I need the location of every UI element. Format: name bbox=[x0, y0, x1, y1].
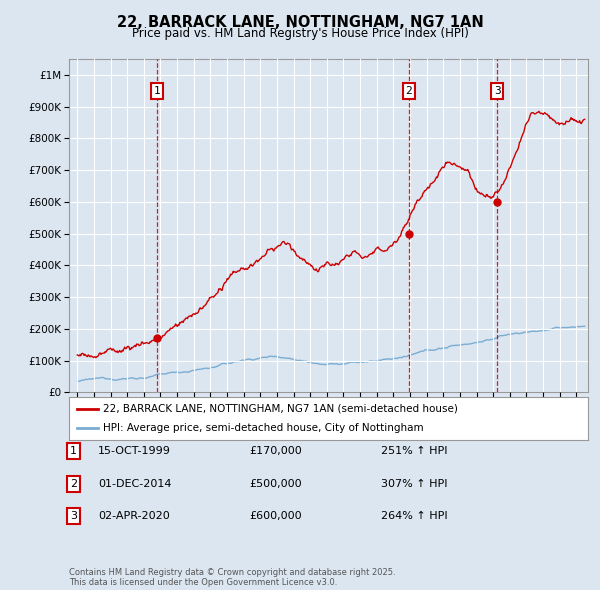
Text: 2: 2 bbox=[70, 479, 77, 489]
Text: £600,000: £600,000 bbox=[249, 512, 302, 521]
Text: 22, BARRACK LANE, NOTTINGHAM, NG7 1AN (semi-detached house): 22, BARRACK LANE, NOTTINGHAM, NG7 1AN (s… bbox=[103, 404, 458, 414]
Text: 2: 2 bbox=[406, 86, 412, 96]
Text: Contains HM Land Registry data © Crown copyright and database right 2025.
This d: Contains HM Land Registry data © Crown c… bbox=[69, 568, 395, 587]
Text: 3: 3 bbox=[494, 86, 501, 96]
Text: 251% ↑ HPI: 251% ↑ HPI bbox=[381, 447, 448, 456]
Text: 02-APR-2020: 02-APR-2020 bbox=[98, 512, 170, 521]
Text: £500,000: £500,000 bbox=[249, 479, 302, 489]
Text: 01-DEC-2014: 01-DEC-2014 bbox=[98, 479, 172, 489]
Text: 1: 1 bbox=[70, 447, 77, 456]
Text: Price paid vs. HM Land Registry's House Price Index (HPI): Price paid vs. HM Land Registry's House … bbox=[131, 27, 469, 40]
Text: 15-OCT-1999: 15-OCT-1999 bbox=[98, 447, 170, 456]
Text: 1: 1 bbox=[154, 86, 160, 96]
Text: 22, BARRACK LANE, NOTTINGHAM, NG7 1AN: 22, BARRACK LANE, NOTTINGHAM, NG7 1AN bbox=[116, 15, 484, 30]
Text: £170,000: £170,000 bbox=[249, 447, 302, 456]
Text: 307% ↑ HPI: 307% ↑ HPI bbox=[381, 479, 448, 489]
Text: 3: 3 bbox=[70, 512, 77, 521]
Text: HPI: Average price, semi-detached house, City of Nottingham: HPI: Average price, semi-detached house,… bbox=[103, 423, 424, 433]
Text: 264% ↑ HPI: 264% ↑ HPI bbox=[381, 512, 448, 521]
